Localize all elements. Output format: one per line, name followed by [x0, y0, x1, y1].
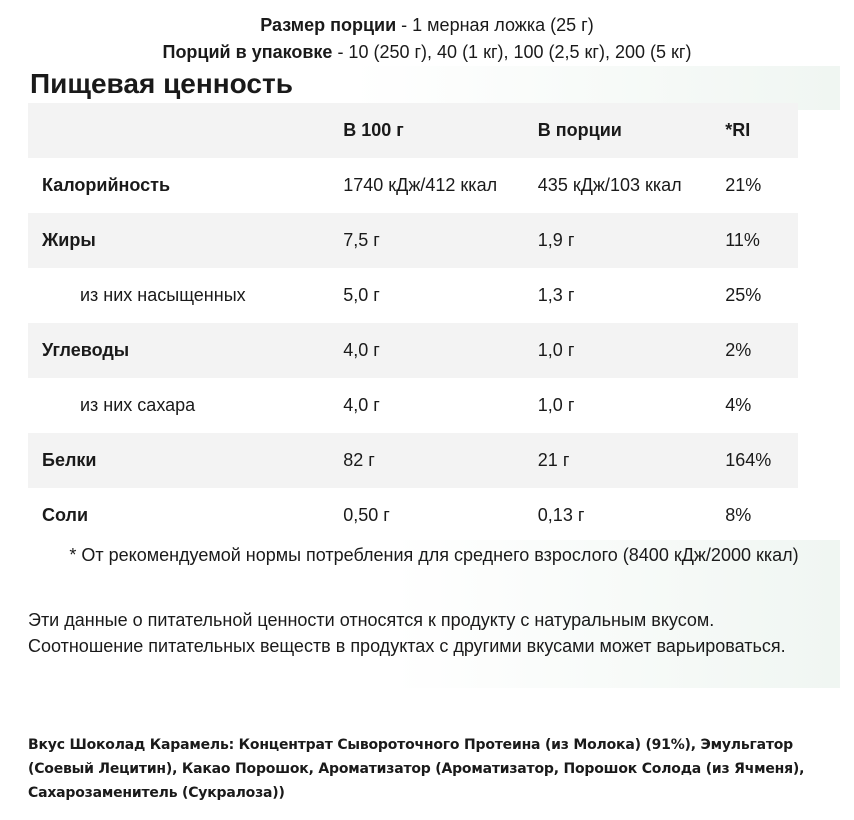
header-per-100g: В 100 г — [343, 103, 538, 158]
table-header-row: В 100 г В порции *RI — [28, 103, 798, 158]
row-ri: 2% — [725, 323, 798, 378]
row-per-serving: 1,3 г — [537, 285, 575, 305]
nutrition-table: В 100 г В порции *RI Калорийность 1740 к… — [28, 103, 798, 543]
header-nutrient — [28, 103, 344, 158]
row-per-100g: 5,0 г — [343, 285, 380, 305]
row-per-100g: 4,0 г — [343, 323, 538, 378]
row-label: из них насыщенных — [80, 285, 246, 305]
table-row: Соли 0,50 г 0,13 г 8% — [28, 488, 798, 543]
row-label: Жиры — [28, 213, 344, 268]
header-per-serving: В порции — [537, 103, 726, 158]
row-per-100g: 0,50 г — [343, 505, 390, 525]
row-per-100g: 7,5 г — [343, 213, 538, 268]
row-ri: 21% — [725, 175, 762, 195]
footnote-band — [28, 540, 840, 688]
page-title: Пищевая ценность — [30, 68, 293, 99]
row-ri: 11% — [725, 213, 798, 268]
row-ri: 8% — [725, 505, 752, 525]
row-per-serving: 1,0 г — [537, 323, 726, 378]
row-ri: 164% — [725, 433, 798, 488]
row-ri: 25% — [725, 285, 762, 305]
row-per-100g: 4,0 г — [343, 395, 380, 415]
row-per-100g: 1740 кДж/412 ккал — [343, 175, 498, 195]
servings-per-pack-value: - 10 (250 г), 40 (1 кг), 100 (2,5 кг), 2… — [332, 42, 692, 62]
title-band — [28, 66, 840, 110]
table-row: из них сахара 4,0 г 1,0 г 4% — [28, 378, 798, 433]
table-row: из них насыщенных 5,0 г 1,3 г 25% — [28, 268, 798, 323]
row-per-serving: 0,13 г — [537, 505, 585, 525]
serving-size-label: Размер порции — [260, 15, 397, 35]
table-row: Углеводы 4,0 г 1,0 г 2% — [28, 323, 798, 378]
table-row: Жиры 7,5 г 1,9 г 11% — [28, 213, 798, 268]
row-ri: 4% — [725, 395, 752, 415]
row-per-serving: 435 кДж/103 ккал — [537, 175, 682, 195]
table-row: Белки 82 г 21 г 164% — [28, 433, 798, 488]
row-per-serving: 1,9 г — [537, 213, 726, 268]
serving-size-line: Размер порции - 1 мерная ложка (25 г) — [0, 14, 854, 36]
table-row: Калорийность 1740 кДж/412 ккал 435 кДж/1… — [28, 158, 798, 213]
servings-per-pack-label: Порций в упаковке — [162, 42, 333, 62]
row-label: Белки — [28, 433, 344, 488]
serving-size-value: - 1 мерная ложка (25 г) — [396, 15, 594, 35]
header-ri: *RI — [725, 103, 798, 158]
ri-footnote: * От рекомендуемой нормы потребления для… — [69, 545, 799, 565]
row-per-serving: 1,0 г — [537, 395, 575, 415]
ingredients-text: Вкус Шоколад Карамель: Концентрат Сыворо… — [28, 737, 805, 801]
row-label: Соли — [42, 505, 89, 525]
servings-per-pack-line: Порций в упаковке - 10 (250 г), 40 (1 кг… — [0, 41, 854, 63]
row-label: из них сахара — [80, 395, 196, 415]
row-per-serving: 21 г — [537, 433, 726, 488]
row-label: Углеводы — [28, 323, 344, 378]
row-label: Калорийность — [42, 175, 171, 195]
row-per-100g: 82 г — [343, 433, 538, 488]
flavor-disclaimer: Эти данные о питательной ценности относя… — [28, 610, 786, 656]
